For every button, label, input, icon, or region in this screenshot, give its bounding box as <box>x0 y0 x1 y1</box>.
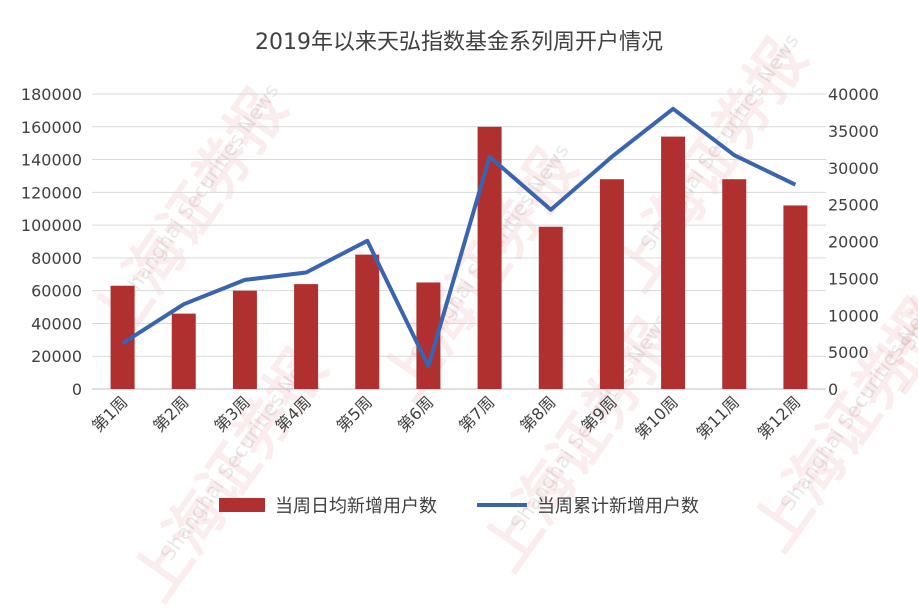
x-tick-label: 第7周 <box>455 392 498 435</box>
x-tick-label: 第1周 <box>88 392 131 435</box>
bar <box>783 205 807 389</box>
legend-swatch-line <box>477 503 527 507</box>
chart-plot: 0200004000060000800001000001200001400001… <box>0 0 918 540</box>
x-tick-label: 第4周 <box>272 392 315 435</box>
y-right-tick-label: 20000 <box>828 233 879 252</box>
y-left-tick-label: 20000 <box>31 347 82 366</box>
x-tick-label: 第6周 <box>394 392 437 435</box>
y-left-tick-label: 140000 <box>21 151 82 170</box>
y-left-tick-label: 100000 <box>21 216 82 235</box>
x-tick-label: 第10周 <box>631 392 681 442</box>
x-tick-label: 第2周 <box>149 392 192 435</box>
y-left-tick-label: 60000 <box>31 282 82 301</box>
legend: 当周日均新增用户数 当周累计新增用户数 <box>0 492 918 518</box>
bar <box>355 255 379 389</box>
y-left-tick-label: 40000 <box>31 314 82 333</box>
y-right-tick-label: 10000 <box>828 306 879 325</box>
y-right-tick-label: 5000 <box>828 343 869 362</box>
y-right-tick-label: 0 <box>828 380 838 399</box>
bar <box>294 284 318 389</box>
y-right-tick-label: 30000 <box>828 159 879 178</box>
y-right-tick-label: 25000 <box>828 196 879 215</box>
bar <box>722 179 746 389</box>
legend-item-bar: 当周日均新增用户数 <box>219 492 437 518</box>
bar <box>600 179 624 389</box>
legend-swatch-bar <box>219 498 265 512</box>
legend-item-line: 当周累计新增用户数 <box>477 492 699 518</box>
x-tick-label: 第8周 <box>516 392 559 435</box>
bar <box>233 291 257 389</box>
y-left-tick-label: 120000 <box>21 183 82 202</box>
x-tick-label: 第3周 <box>210 392 253 435</box>
legend-label-bar: 当周日均新增用户数 <box>275 492 437 518</box>
x-tick-label: 第11周 <box>693 392 743 442</box>
x-tick-label: 第5周 <box>333 392 376 435</box>
series-line <box>123 109 796 366</box>
y-left-tick-label: 80000 <box>31 249 82 268</box>
y-right-tick-label: 15000 <box>828 269 879 288</box>
y-right-tick-label: 35000 <box>828 122 879 141</box>
x-tick-label: 第9周 <box>577 392 620 435</box>
bar <box>172 314 196 389</box>
y-left-tick-label: 0 <box>72 380 82 399</box>
y-right-tick-label: 40000 <box>828 85 879 104</box>
bar <box>661 137 685 389</box>
y-left-tick-label: 160000 <box>21 118 82 137</box>
y-left-tick-label: 180000 <box>21 85 82 104</box>
x-tick-label: 第12周 <box>754 392 804 442</box>
bar <box>539 227 563 389</box>
legend-label-line: 当周累计新增用户数 <box>537 492 699 518</box>
